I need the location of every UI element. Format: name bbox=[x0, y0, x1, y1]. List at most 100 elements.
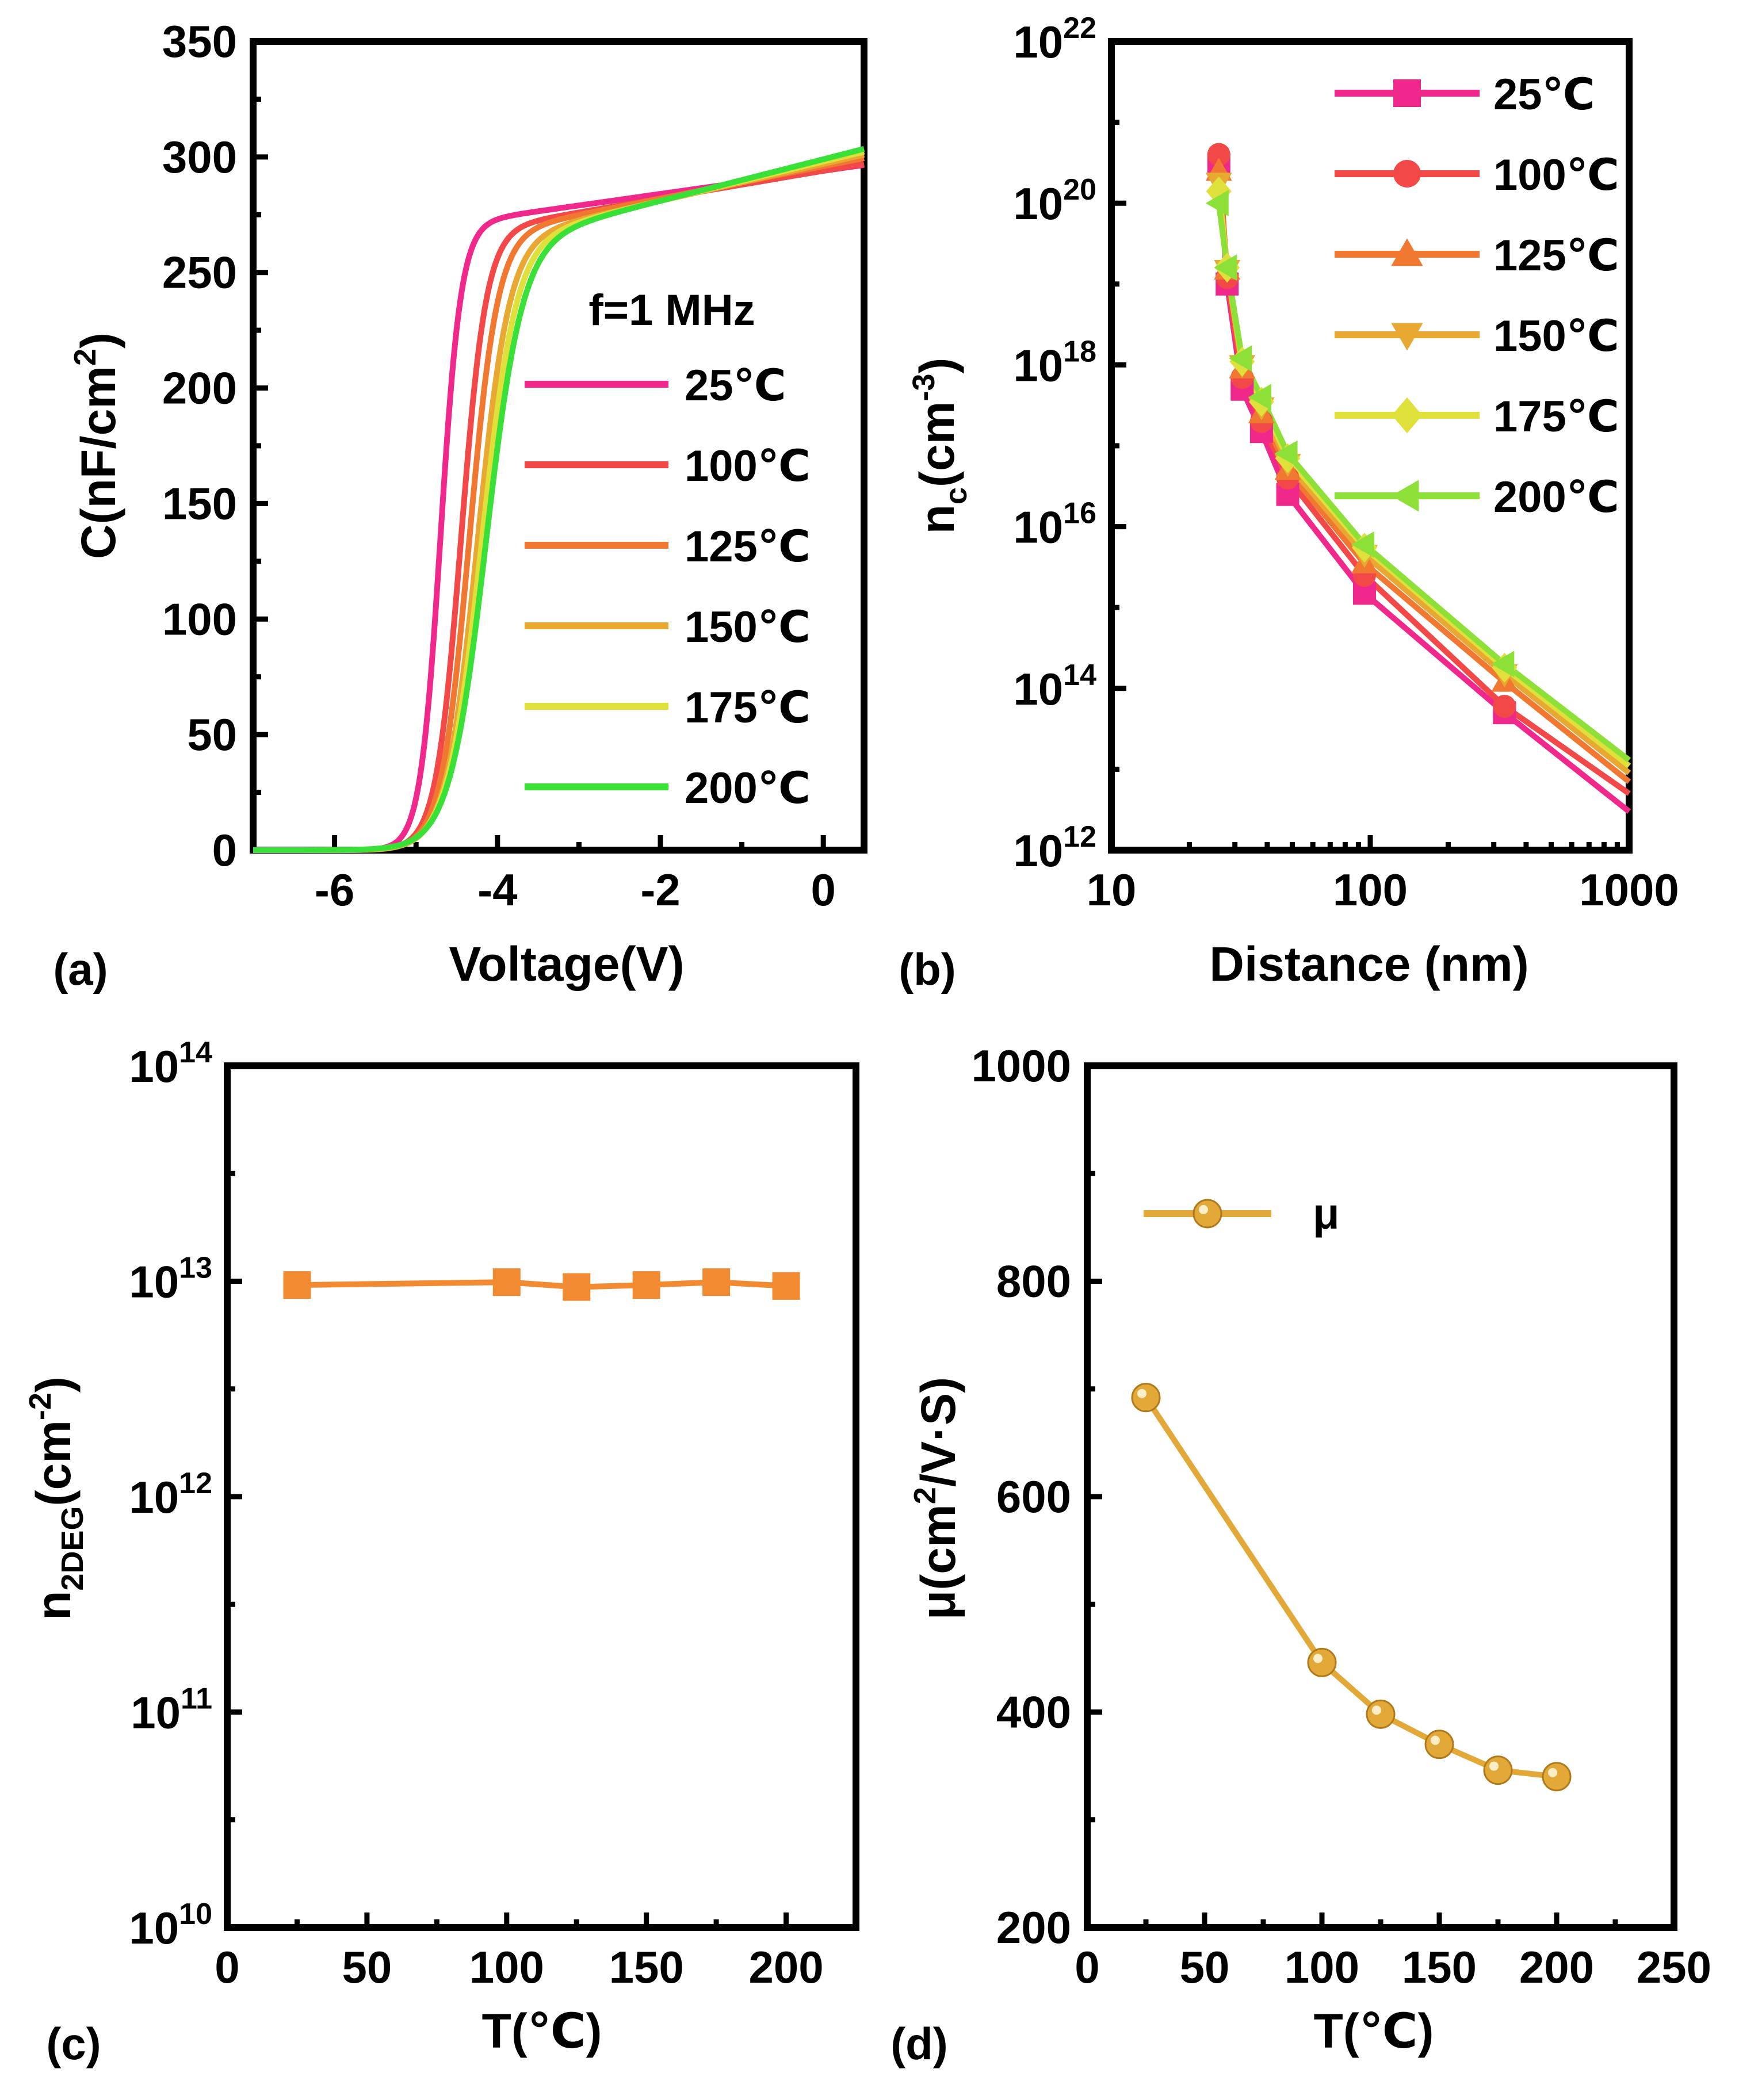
y-axis-label: n2DEG(cm-2) bbox=[23, 1376, 90, 1620]
y-tick-label: 1010 bbox=[129, 1898, 212, 1953]
x-axis-label: T(℃) bbox=[482, 2004, 602, 2058]
tick-base: 10 bbox=[129, 1472, 179, 1523]
chart-d: 0 50 100 150 200 250 200 400 600 800 1000 μ T(℃) μ(cm… bbox=[890, 1041, 1711, 2069]
y-label-sup: -3 bbox=[907, 374, 941, 401]
legend-label: 200℃ bbox=[685, 764, 811, 813]
legend-marker bbox=[1391, 323, 1423, 351]
y-label-mid: (cm bbox=[26, 1420, 81, 1506]
tick-base: 10 bbox=[131, 1688, 181, 1738]
legend-marker bbox=[1392, 397, 1423, 434]
chart-c: 0 50 100 150 20010101011101210131014T(℃)n2DE… bbox=[23, 1036, 859, 2069]
data-point bbox=[1483, 1755, 1513, 1785]
y-label-sup: 2 bbox=[908, 1487, 942, 1504]
tick-exponent: 16 bbox=[1063, 497, 1096, 530]
x-tick-label: 0 bbox=[811, 865, 836, 915]
tick-exponent: 18 bbox=[1063, 335, 1096, 368]
tick-exponent: 20 bbox=[1063, 173, 1096, 206]
y-label-main: μ(cm bbox=[911, 1504, 965, 1620]
y-label-close: ) bbox=[71, 332, 125, 349]
y-tick-label: 1022 bbox=[1013, 12, 1096, 67]
legend-label: 100℃ bbox=[685, 442, 811, 491]
chart-a: -6 -4 -2 0 0 50 100 150 200 250 300 350 f=1 MHz 25℃ 10… bbox=[53, 16, 867, 994]
y-tick-label: 1012 bbox=[129, 1467, 212, 1523]
y-tick-label: 1018 bbox=[1013, 335, 1096, 391]
x-tick-label: -2 bbox=[640, 865, 680, 915]
legend-marker bbox=[1391, 480, 1419, 512]
y-tick-label: 200 bbox=[996, 1902, 1071, 1953]
data-point-highlight bbox=[1489, 1761, 1499, 1771]
panel-label: (d) bbox=[890, 2018, 948, 2069]
y-label-main: n bbox=[26, 1591, 81, 1620]
y-label-main: C(nF/cm bbox=[71, 366, 125, 559]
x-tick-label: 50 bbox=[342, 1942, 392, 1992]
data-point bbox=[1491, 651, 1515, 678]
annotation: f=1 MHz bbox=[588, 286, 755, 335]
x-tick-label: 0 bbox=[1075, 1942, 1099, 1992]
y-tick-label: 1014 bbox=[1013, 659, 1096, 714]
y-label-close: /V·S) bbox=[911, 1377, 965, 1487]
x-tick-label: 150 bbox=[609, 1942, 684, 1992]
tick-base: 10 bbox=[1013, 340, 1063, 391]
y-label-sub: 2DEG bbox=[55, 1506, 90, 1591]
legend-marker bbox=[1393, 79, 1421, 107]
plot-frame bbox=[1084, 1062, 1677, 1931]
data-point bbox=[1205, 190, 1229, 217]
y-tick-label: 800 bbox=[996, 1256, 1071, 1307]
tick-exponent: 12 bbox=[1063, 820, 1096, 854]
x-tick-label: 10 bbox=[1087, 865, 1137, 915]
y-label-mid: (cm bbox=[910, 401, 964, 487]
y-axis-label: nc(cm-3) bbox=[907, 358, 973, 534]
data-point bbox=[1424, 1730, 1454, 1759]
y-tick-label: 300 bbox=[162, 132, 237, 182]
legend-label: μ bbox=[1313, 1189, 1340, 1238]
y-tick-label: 400 bbox=[996, 1687, 1071, 1738]
x-tick-label: 200 bbox=[1519, 1942, 1594, 1992]
tick-exponent: 10 bbox=[179, 1898, 212, 1931]
data-point bbox=[1307, 1647, 1337, 1677]
legend-label: 100℃ bbox=[1493, 151, 1619, 200]
x-tick-label: -4 bbox=[477, 865, 517, 915]
data-point bbox=[492, 1268, 521, 1296]
series-line bbox=[251, 146, 866, 853]
tick-exponent: 13 bbox=[179, 1252, 212, 1285]
legend-label: 125℃ bbox=[1493, 231, 1619, 280]
tick-exponent: 12 bbox=[179, 1467, 212, 1500]
data-point bbox=[1248, 384, 1271, 411]
y-tick-label: 1011 bbox=[131, 1682, 212, 1738]
tick-base: 10 bbox=[1013, 664, 1063, 714]
panel-label: (b) bbox=[899, 944, 956, 994]
series-line bbox=[251, 160, 866, 853]
y-tick-label: 600 bbox=[996, 1471, 1071, 1522]
y-tick-label: 1012 bbox=[1013, 820, 1096, 876]
tick-exponent: 22 bbox=[1063, 12, 1096, 45]
x-axis-label: Voltage(V) bbox=[449, 937, 684, 991]
legend-marker-highlight bbox=[1199, 1205, 1208, 1214]
series-line bbox=[251, 155, 866, 853]
x-tick-label: 0 bbox=[215, 1942, 239, 1992]
y-tick-label: 1014 bbox=[129, 1036, 212, 1092]
series-line bbox=[251, 148, 866, 853]
data-point bbox=[702, 1268, 731, 1296]
data-point-highlight bbox=[1548, 1768, 1557, 1777]
tick-base: 10 bbox=[1013, 825, 1063, 876]
chart-b: 10 100 100010121014101610181020102225℃100℃… bbox=[899, 12, 1679, 994]
y-label-sub: c bbox=[939, 487, 973, 504]
series-line bbox=[251, 162, 866, 853]
y-label-close: ) bbox=[26, 1376, 81, 1393]
y-axis-label: μ(cm2/V·S) bbox=[908, 1377, 965, 1620]
data-point bbox=[1542, 1762, 1572, 1792]
data-point bbox=[1229, 345, 1252, 372]
data-point bbox=[283, 1271, 311, 1299]
y-tick-label: 1020 bbox=[1013, 173, 1096, 229]
panel-label: (a) bbox=[53, 944, 108, 994]
y-tick-label: 350 bbox=[162, 16, 237, 67]
y-tick-label: 250 bbox=[162, 247, 237, 298]
y-axis-label: C(nF/cm2) bbox=[68, 332, 125, 559]
legend-marker bbox=[1391, 238, 1423, 266]
legend-marker bbox=[1193, 1199, 1222, 1229]
legend-label: 175℃ bbox=[1493, 392, 1619, 441]
x-tick-label: 150 bbox=[1402, 1942, 1477, 1992]
y-tick-label: 200 bbox=[162, 363, 237, 414]
data-point bbox=[1274, 440, 1298, 467]
